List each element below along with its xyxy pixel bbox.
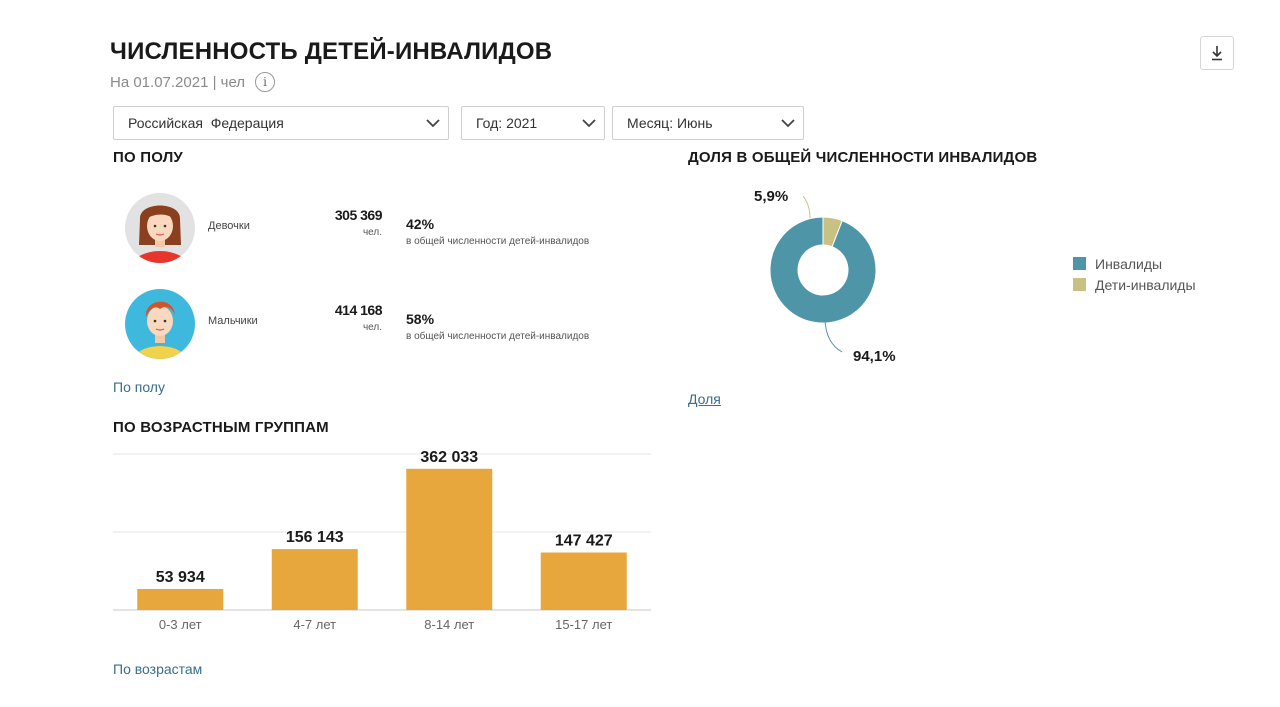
boys-count: 414 168: [334, 302, 383, 318]
year-select[interactable]: Год: 2021: [461, 106, 605, 140]
chevron-down-icon: [582, 118, 596, 128]
large-slice-leader: [824, 319, 843, 353]
bar-0-3 лет[interactable]: [137, 588, 224, 610]
boys-desc: в общей численности детей-инвалидов: [406, 331, 590, 342]
girls-count: 305 369: [334, 207, 383, 223]
legend-item-disabled[interactable]: Инвалиды: [1073, 253, 1196, 274]
page-title: ЧИСЛЕННОСТЬ ДЕТЕЙ-ИНВАЛИДОВ: [110, 38, 553, 65]
bar-value-label: 156 143: [286, 529, 344, 546]
download-icon: [1212, 46, 1222, 61]
girl-avatar: [125, 193, 195, 263]
chevron-down-icon: [426, 118, 440, 128]
bar-category-label: 15-17 лет: [555, 617, 612, 632]
boys-percent: 58%: [406, 311, 435, 327]
share-legend: Инвалиды Дети-инвалиды: [1073, 253, 1196, 295]
legend-item-children[interactable]: Дети-инвалиды: [1073, 274, 1196, 295]
donut-label-disabled: 94,1%: [853, 348, 896, 365]
region-select-value: Российская Федерация: [128, 115, 284, 131]
age-section-title: ПО ВОЗРАСТНЫМ ГРУППАМ: [113, 419, 329, 436]
bar-4-7 лет[interactable]: [271, 549, 358, 610]
girls-desc: в общей численности детей-инвалидов: [406, 236, 590, 247]
month-select-value: Месяц: Июнь: [627, 115, 713, 131]
boys-unit: чел.: [362, 322, 382, 333]
boy-avatar: [125, 289, 195, 359]
share-donut-chart: 5,9% 94,1%: [754, 188, 896, 365]
info-icon[interactable]: i: [255, 72, 276, 92]
bar-category-label: 0-3 лет: [159, 617, 202, 632]
bar-15-17 лет[interactable]: [540, 552, 627, 610]
page-subtitle: На 01.07.2021 | чел i: [110, 72, 276, 92]
bar-8-14 лет[interactable]: [406, 468, 493, 610]
girls-label: Девочки: [208, 220, 250, 232]
age-bar-chart: 53 934 0-3 лет 156 143 4-7 лет 362 033 8-14 л…: [113, 449, 651, 632]
boys-label: Мальчики: [208, 315, 258, 327]
legend-swatch: [1073, 257, 1086, 270]
bar-value-label: 147 427: [555, 533, 613, 550]
by-age-link[interactable]: По возрастам: [113, 661, 203, 677]
donut-slice-disabled[interactable]: [769, 216, 877, 324]
download-button[interactable]: [1200, 36, 1234, 70]
gender-section-title: ПО ПОЛУ: [113, 149, 183, 166]
small-slice-leader: [802, 195, 811, 219]
share-section-title: ДОЛЯ В ОБЩЕЙ ЧИСЛЕННОСТИ ИНВАЛИДОВ: [688, 149, 1038, 166]
donut-label-children: 5,9%: [754, 188, 788, 205]
by-gender-link[interactable]: По полу: [113, 379, 165, 395]
date-unit-label: На 01.07.2021 | чел: [110, 73, 246, 91]
legend-swatch: [1073, 278, 1086, 291]
legend-label: Дети-инвалиды: [1095, 276, 1196, 293]
bar-value-label: 362 033: [420, 449, 478, 466]
bar-value-label: 53 934: [156, 569, 205, 586]
donut-slice-children[interactable]: [822, 216, 843, 248]
girls-unit: чел.: [362, 227, 382, 238]
share-link[interactable]: Доля: [688, 391, 721, 407]
bar-category-label: 4-7 лет: [293, 617, 336, 632]
year-select-value: Год: 2021: [476, 115, 538, 131]
chevron-down-icon: [781, 118, 795, 128]
girls-percent: 42%: [406, 216, 435, 232]
legend-label: Инвалиды: [1095, 255, 1163, 272]
month-select[interactable]: Месяц: Июнь: [612, 106, 804, 140]
bar-category-label: 8-14 лет: [424, 617, 474, 632]
region-select[interactable]: Российская Федерация: [113, 106, 449, 140]
